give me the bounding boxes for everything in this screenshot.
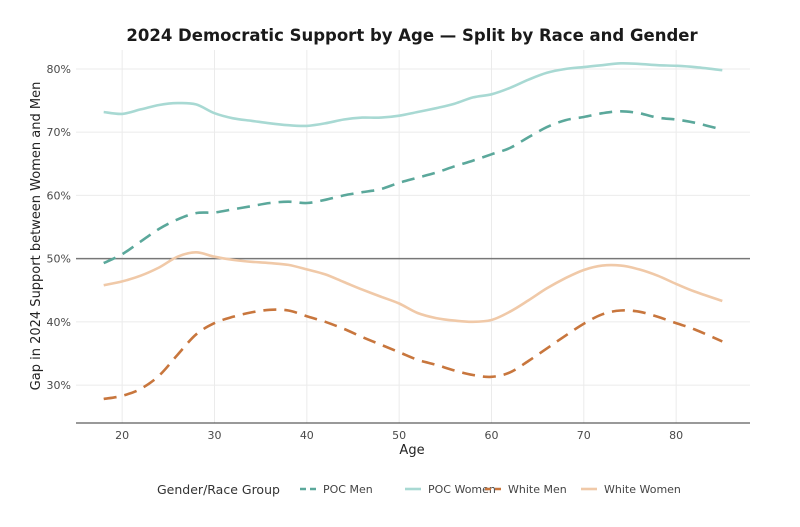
legend-item-white-women: White Women [581,483,681,496]
x-tick-label: 60 [484,429,498,442]
x-tick-label: 70 [577,429,591,442]
y-axis-label: Gap in 2024 Support between Women and Me… [29,82,44,391]
legend-label-white-women: White Women [604,483,681,496]
legend-title: Gender/Race Group [157,482,280,497]
series-layer [103,61,723,401]
legend-item-poc-men: POC Men [300,483,373,496]
chart-title: 2024 Democratic Support by Age — Split b… [126,26,698,45]
x-tick-label: 50 [392,429,406,442]
x-tick-label: 80 [669,429,683,442]
legend-item-poc-women: POC Women [405,483,496,496]
series-line-white-men [103,308,723,401]
axis-layer: 20 30 40 50 60 70 80 30% 40% 50% 60% 70% 80% [47,63,750,442]
x-tick-label: 20 [115,429,129,442]
series-line-poc-women [103,61,723,128]
series-line-poc-men [103,110,723,265]
x-tick-label: 30 [207,429,221,442]
series-line-white-women [103,251,723,324]
x-tick-label: 40 [300,429,314,442]
legend-item-white-men: White Men [485,483,567,496]
legend: Gender/Race Group POC Men POC Women White … [157,482,681,497]
y-tick-label: 80% [47,63,71,76]
x-axis-label: Age [399,443,424,458]
y-tick-label: 70% [47,126,71,139]
y-tick-label: 40% [47,316,71,329]
legend-label-poc-women: POC Women [428,483,496,496]
legend-label-white-men: White Men [508,483,567,496]
y-tick-label: 30% [47,379,71,392]
y-tick-label: 60% [47,189,71,202]
y-tick-label: 50% [47,253,71,266]
grid-layer [76,50,750,423]
legend-label-poc-men: POC Men [323,483,373,496]
